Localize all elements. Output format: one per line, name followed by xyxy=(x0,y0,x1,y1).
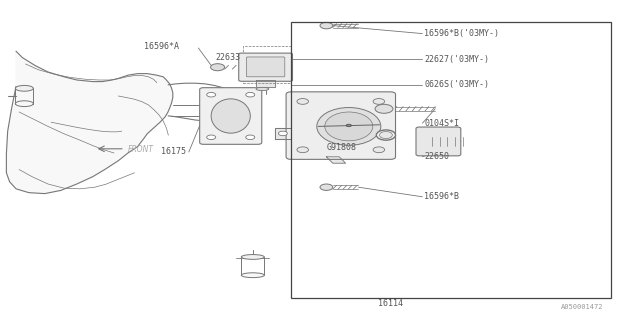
Text: 22627('03MY-): 22627('03MY-) xyxy=(424,55,490,64)
Circle shape xyxy=(297,99,308,104)
Text: FRONT: FRONT xyxy=(128,145,154,154)
Circle shape xyxy=(346,124,351,127)
Text: A050001472: A050001472 xyxy=(561,304,604,310)
Ellipse shape xyxy=(380,132,392,139)
Circle shape xyxy=(375,104,393,113)
Circle shape xyxy=(246,92,255,97)
Ellipse shape xyxy=(256,87,269,91)
Polygon shape xyxy=(275,128,291,139)
Text: G91808: G91808 xyxy=(327,143,357,152)
Ellipse shape xyxy=(15,101,33,107)
Bar xyxy=(291,22,611,298)
FancyBboxPatch shape xyxy=(239,53,292,81)
Circle shape xyxy=(246,135,255,140)
Text: 16596*B: 16596*B xyxy=(424,192,460,201)
FancyBboxPatch shape xyxy=(246,57,285,77)
Text: 16114: 16114 xyxy=(378,300,403,308)
Circle shape xyxy=(278,131,287,136)
Circle shape xyxy=(211,64,225,71)
Circle shape xyxy=(207,92,216,97)
Polygon shape xyxy=(256,80,275,87)
Circle shape xyxy=(373,147,385,153)
Text: 16596*B('03MY-): 16596*B('03MY-) xyxy=(424,29,499,38)
Circle shape xyxy=(207,135,216,140)
Circle shape xyxy=(320,184,333,190)
Circle shape xyxy=(297,147,308,153)
Ellipse shape xyxy=(317,108,381,145)
FancyBboxPatch shape xyxy=(416,127,461,156)
Text: 16175: 16175 xyxy=(161,148,186,156)
Polygon shape xyxy=(326,157,346,163)
Text: 16596*A: 16596*A xyxy=(144,42,179,51)
Circle shape xyxy=(320,22,333,29)
Polygon shape xyxy=(6,51,173,194)
Text: 0104S*I: 0104S*I xyxy=(424,119,460,128)
Text: 22650: 22650 xyxy=(424,152,449,161)
Ellipse shape xyxy=(376,130,396,140)
FancyBboxPatch shape xyxy=(286,92,396,159)
Circle shape xyxy=(373,99,385,104)
Ellipse shape xyxy=(15,85,33,91)
Bar xyxy=(243,46,291,83)
Ellipse shape xyxy=(241,273,264,277)
Ellipse shape xyxy=(211,99,250,133)
Text: 22633: 22633 xyxy=(215,53,240,62)
Ellipse shape xyxy=(241,255,264,259)
FancyBboxPatch shape xyxy=(200,88,262,144)
Text: 0626S('03MY-): 0626S('03MY-) xyxy=(424,80,490,89)
Ellipse shape xyxy=(324,112,372,141)
